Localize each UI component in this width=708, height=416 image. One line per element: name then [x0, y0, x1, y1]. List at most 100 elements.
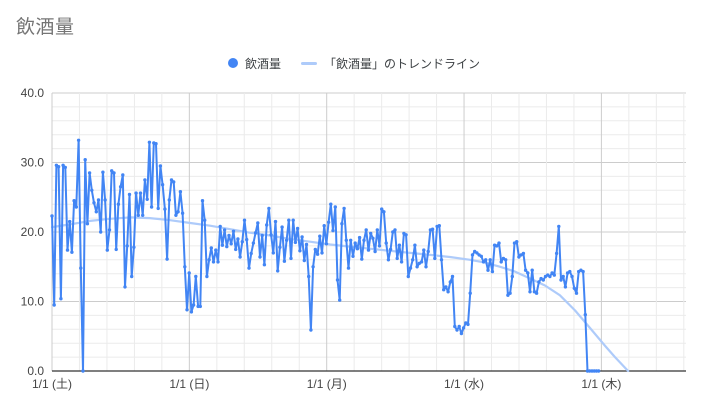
series-point	[229, 242, 233, 246]
series-point	[448, 280, 452, 284]
series-point	[136, 213, 140, 217]
series-point	[384, 241, 388, 245]
series-point	[291, 218, 295, 222]
series-point	[253, 231, 258, 235]
series-point	[455, 328, 459, 332]
legend-series-label: 飲酒量	[244, 56, 281, 71]
series-point	[68, 219, 72, 224]
series-point	[453, 324, 457, 329]
series-point	[318, 234, 322, 238]
series-point	[596, 369, 601, 373]
series-point	[570, 274, 574, 279]
series-point	[227, 233, 231, 238]
series-point	[92, 201, 96, 205]
series-point	[574, 291, 579, 295]
series-point	[260, 233, 264, 238]
x-tick-label: 1/1 (木)	[581, 377, 621, 391]
trendline	[50, 216, 630, 373]
series-point	[364, 228, 368, 232]
series-point	[399, 260, 404, 264]
series-point	[326, 220, 331, 224]
series-point	[130, 274, 134, 279]
series-point	[561, 274, 565, 279]
series-point	[380, 207, 384, 211]
series-point	[377, 244, 382, 248]
series-point	[56, 165, 61, 169]
series-point	[287, 218, 291, 222]
series-point	[311, 265, 315, 269]
series-point	[459, 331, 464, 336]
legend-item-trendline: 「飲酒量」のトレンドライン	[301, 55, 480, 72]
series-point	[479, 254, 483, 258]
series-point	[209, 246, 213, 250]
series-point	[236, 237, 240, 241]
series-point	[50, 214, 54, 218]
series-point	[191, 303, 196, 307]
y-tick-label: 10.0	[21, 295, 45, 309]
series-point	[450, 274, 455, 279]
x-tick-label: 1/1 (土)	[32, 377, 72, 391]
series-point	[360, 257, 364, 261]
series-point	[282, 259, 287, 263]
series-point	[309, 328, 313, 332]
series-point	[298, 249, 302, 253]
series-point	[293, 240, 298, 245]
series-point	[324, 242, 329, 246]
series-point	[422, 248, 426, 252]
series-point	[355, 247, 360, 251]
series-point	[289, 256, 293, 261]
series-point	[251, 241, 256, 245]
series-point	[495, 244, 499, 248]
series-point	[107, 228, 112, 232]
series-point	[96, 198, 101, 202]
series-point	[411, 258, 415, 262]
series-point	[404, 233, 408, 237]
series-point	[234, 247, 238, 252]
series-point	[499, 260, 503, 264]
series-point	[437, 224, 441, 228]
series-point	[537, 280, 541, 284]
series-point	[320, 251, 324, 255]
series-point	[240, 240, 244, 244]
series-point	[346, 266, 351, 270]
series-point	[295, 226, 300, 231]
series-point	[205, 274, 209, 279]
series-point	[486, 268, 490, 272]
series-point	[178, 190, 183, 194]
series-point	[189, 310, 194, 314]
series-point	[357, 235, 362, 240]
series-point	[530, 268, 534, 272]
series-point	[415, 265, 419, 269]
series-point	[366, 248, 371, 252]
series-point	[81, 369, 85, 373]
series-point-icon	[227, 58, 238, 68]
series-point	[344, 238, 348, 242]
series-point	[225, 244, 229, 249]
series-point	[198, 304, 202, 309]
series-point	[335, 278, 340, 282]
series-point	[375, 228, 379, 232]
series-point	[127, 192, 132, 197]
series-point	[510, 274, 514, 279]
series-point	[446, 290, 450, 294]
series-point	[231, 229, 236, 233]
series-point	[554, 251, 559, 256]
series-point	[541, 278, 545, 282]
series-point	[349, 238, 353, 242]
series-point	[203, 218, 207, 222]
series-point	[373, 249, 377, 254]
series-line	[51, 139, 600, 372]
series-point	[583, 313, 587, 317]
series-point	[174, 213, 178, 217]
series-point	[426, 249, 430, 254]
series-point	[557, 224, 561, 229]
series-point	[267, 206, 271, 211]
series-point	[304, 242, 309, 247]
series-point	[59, 297, 63, 301]
series-point	[112, 171, 116, 175]
series-point	[72, 199, 76, 203]
series-point	[430, 227, 435, 231]
series-point	[315, 252, 320, 256]
